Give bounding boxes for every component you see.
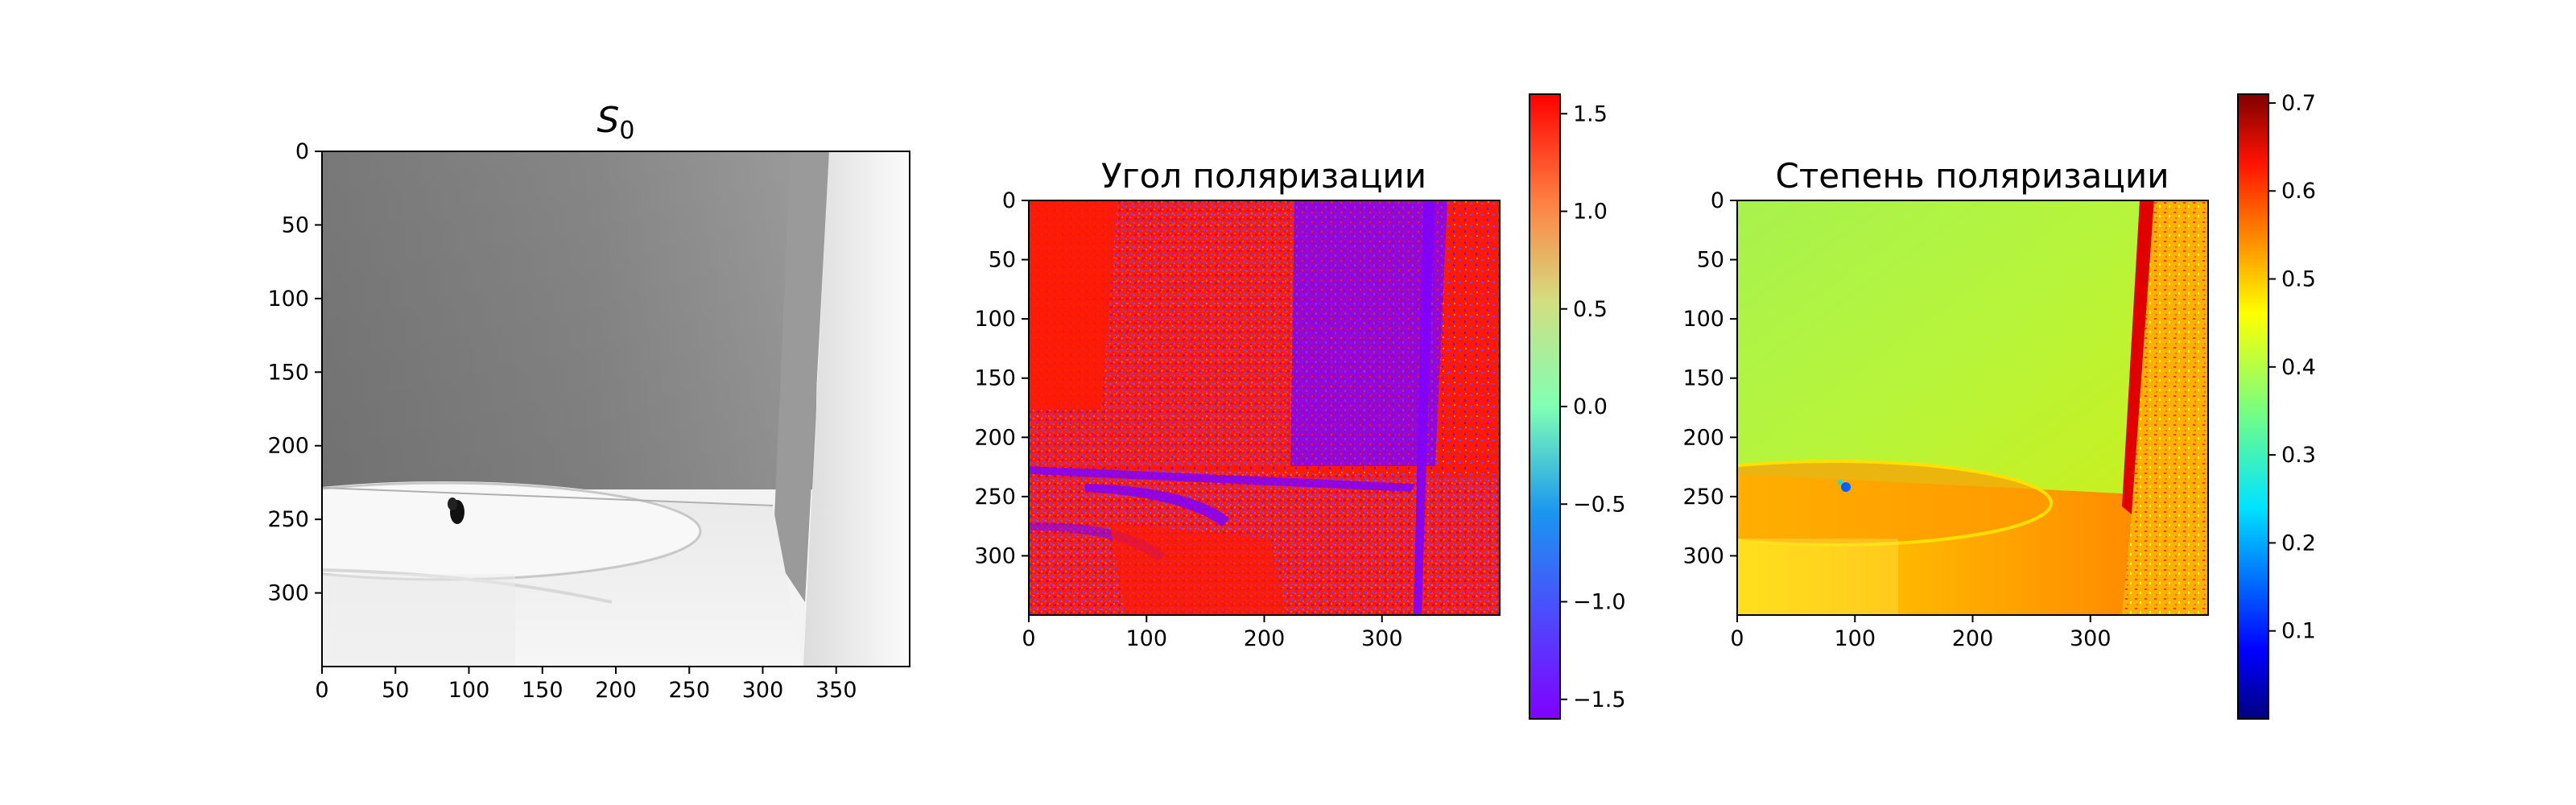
y-tick-label-aop-5: 250 <box>974 485 1016 510</box>
y-tick-label-dop-0: 0 <box>1711 188 1724 213</box>
colorbar-tick-label-dop-1: 0.6 <box>2281 179 2316 204</box>
colorbar-tick-label-aop-3: 0.0 <box>1573 394 1608 419</box>
colorbar-tick-label-dop-3: 0.4 <box>2281 355 2316 380</box>
y-tick-label-dop-6: 300 <box>1682 543 1724 568</box>
y-tick-label-s0-4: 200 <box>267 434 309 459</box>
axes-dop: 0 100 200 300 0 50 100 150 200 250 300 <box>1682 188 2111 651</box>
y-tick-label-aop-2: 100 <box>974 307 1016 332</box>
colorbar-dop-frame <box>2237 93 2269 720</box>
colorbar-tick-label-aop-5: −1.0 <box>1573 590 1626 615</box>
colorbar-aop-gradient <box>1530 94 1560 719</box>
colorbar-tick-label-dop-2: 0.5 <box>2281 267 2316 292</box>
x-tick-label-s0-1: 50 <box>382 678 409 703</box>
colorbar-dop-gradient <box>2238 94 2268 719</box>
panel-dop: Степень поляризации 0 100 200 300 0 50 100 150 2… <box>1682 156 2209 651</box>
y-tick-label-s0-3: 150 <box>267 360 309 385</box>
image-aop <box>1029 200 1500 615</box>
x-tick-label-s0-0: 0 <box>315 678 328 703</box>
colorbar-dop: 0.7 0.6 0.5 0.4 0.3 0.2 0.1 <box>2237 91 2316 720</box>
x-tick-label-s0-3: 150 <box>522 678 564 703</box>
colorbar-dop-ticks: 0.7 0.6 0.5 0.4 0.3 0.2 0.1 <box>2268 91 2316 644</box>
y-tick-label-dop-3: 150 <box>1682 366 1724 391</box>
colorbar-aop-ticks: 1.5 1.0 0.5 0.0 −0.5 −1.0 −1.5 <box>1560 101 1626 712</box>
chart-title-dop: Степень поляризации <box>1776 156 2169 196</box>
x-tick-label-s0-5: 250 <box>668 678 710 703</box>
y-tick-label-s0-2: 100 <box>267 287 309 312</box>
y-tick-label-s0-0: 0 <box>295 139 309 164</box>
image-dop <box>1737 200 2208 615</box>
y-tick-label-s0-5: 250 <box>267 507 309 532</box>
colorbar-tick-label-aop-6: −1.5 <box>1573 687 1626 712</box>
x-tick-label-dop-2: 200 <box>1952 626 1994 651</box>
colorbar-tick-label-dop-6: 0.1 <box>2281 619 2316 644</box>
y-tick-label-dop-4: 200 <box>1682 425 1724 450</box>
y-tick-label-aop-0: 0 <box>1002 188 1016 213</box>
x-tick-label-aop-3: 300 <box>1361 626 1403 651</box>
y-tick-label-dop-5: 250 <box>1682 485 1724 510</box>
x-tick-label-dop-0: 0 <box>1730 626 1744 651</box>
image-s0 <box>322 151 910 667</box>
panel-aop: Угол поляризации 0 100 200 300 0 50 100 150 200 2… <box>974 156 1501 651</box>
axes-s0: 0 50 100 150 200 250 300 350 0 50 100 150 200 250 300 <box>267 139 857 703</box>
colorbar-tick-label-aop-2: 0.5 <box>1573 297 1608 322</box>
colorbar-tick-label-aop-0: 1.5 <box>1573 101 1608 126</box>
y-tick-label-s0-6: 300 <box>267 581 309 606</box>
title-s0-subscript: 0 <box>619 117 634 145</box>
chart-title-aop: Угол поляризации <box>1101 156 1426 196</box>
y-tick-label-dop-2: 100 <box>1682 307 1724 332</box>
y-tick-label-s0-1: 50 <box>282 213 309 237</box>
x-tick-label-dop-3: 300 <box>2070 626 2112 651</box>
x-tick-label-s0-7: 350 <box>815 678 857 703</box>
colorbar-tick-label-dop-5: 0.2 <box>2281 530 2316 555</box>
colorbar-aop: 1.5 1.0 0.5 0.0 −0.5 −1.0 −1.5 <box>1529 93 1626 720</box>
axes-aop: 0 100 200 300 0 50 100 150 200 250 300 <box>974 188 1402 651</box>
chart-title-s0: S0 <box>597 100 634 145</box>
x-tick-label-aop-0: 0 <box>1022 626 1035 651</box>
colorbar-tick-label-aop-1: 1.0 <box>1573 200 1608 225</box>
y-tick-label-dop-1: 50 <box>1697 248 1724 273</box>
x-tick-label-dop-1: 100 <box>1834 626 1876 651</box>
colorbar-tick-label-aop-4: −0.5 <box>1573 492 1626 517</box>
colorbar-tick-label-dop-4: 0.3 <box>2281 443 2316 468</box>
x-tick-label-s0-6: 300 <box>742 678 784 703</box>
x-tick-label-s0-2: 100 <box>448 678 490 703</box>
y-tick-label-aop-1: 50 <box>989 248 1016 273</box>
x-tick-label-aop-2: 200 <box>1244 626 1286 651</box>
panel-s0: S0 0 50 100 150 200 250 300 3500501001502002503… <box>267 100 910 703</box>
title-s0-main: S <box>597 100 619 141</box>
x-tick-label-s0-4: 200 <box>595 678 637 703</box>
y-tick-label-aop-3: 150 <box>974 366 1016 391</box>
y-tick-label-aop-4: 200 <box>974 425 1016 450</box>
x-tick-label-aop-1: 100 <box>1125 626 1167 651</box>
colorbar-tick-label-dop-0: 0.7 <box>2281 91 2316 116</box>
y-tick-label-aop-6: 300 <box>974 543 1016 568</box>
